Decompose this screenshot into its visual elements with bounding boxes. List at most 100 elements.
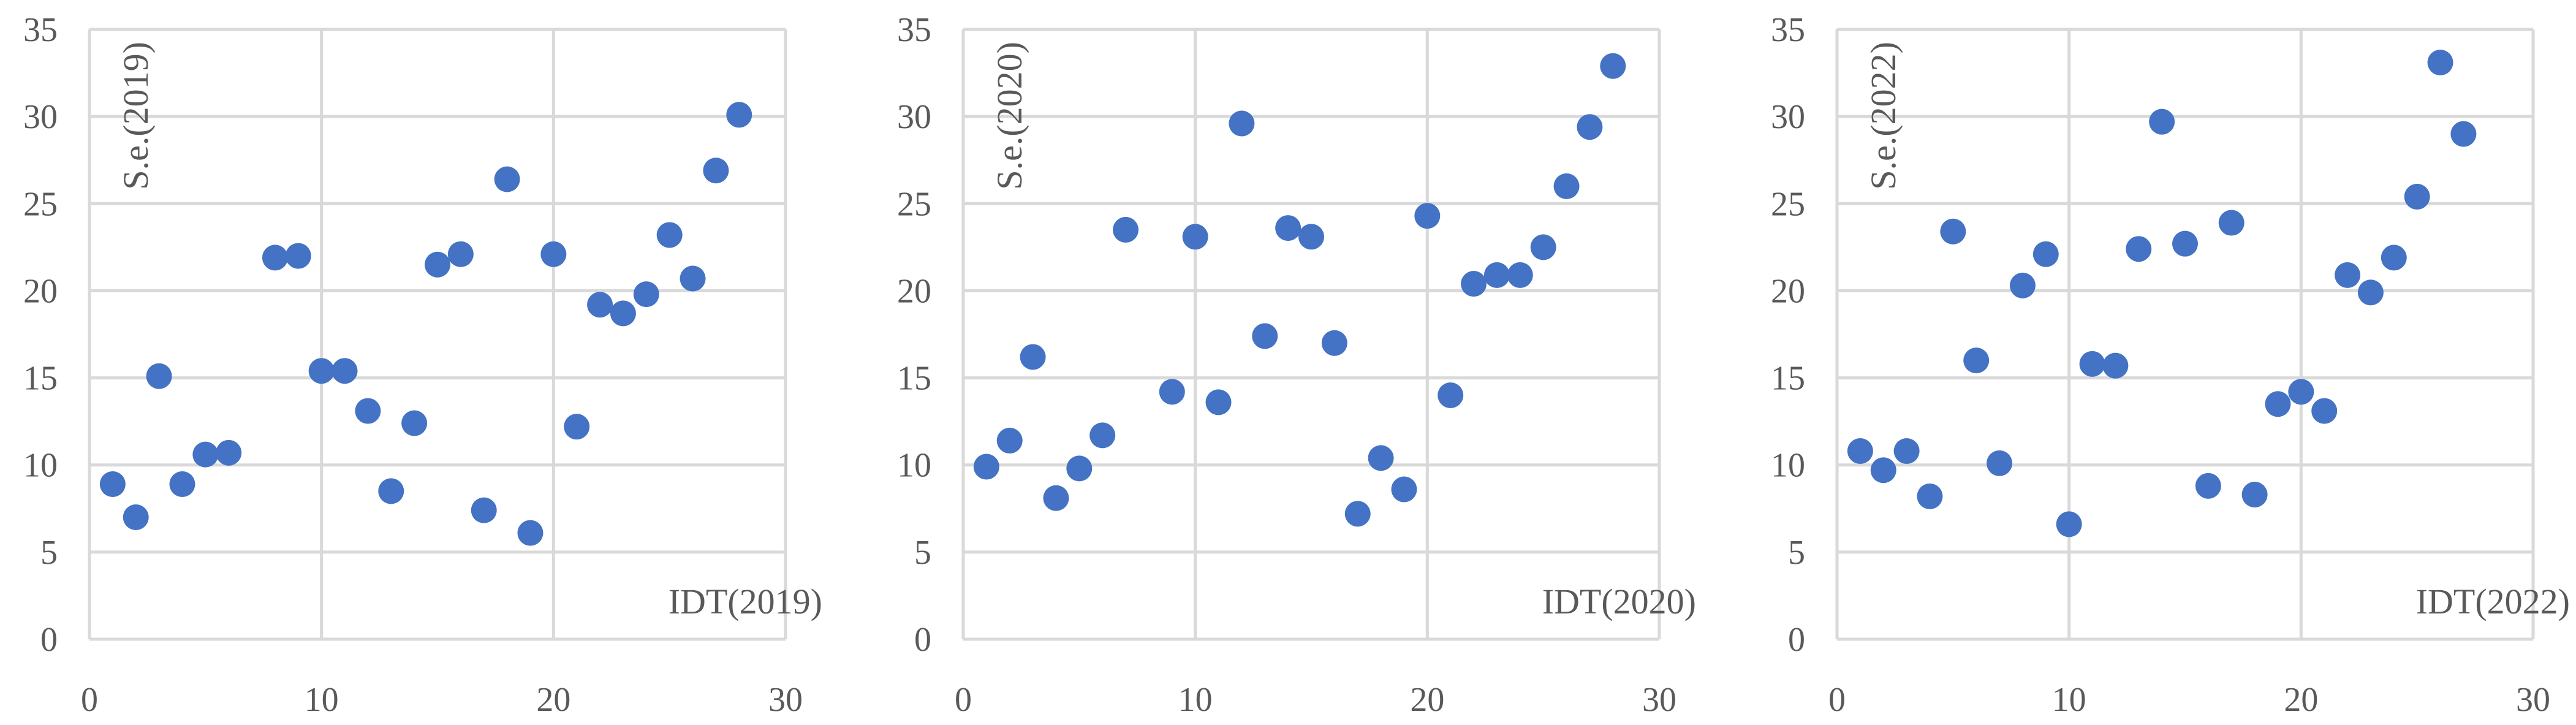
- data-point: [2288, 379, 2314, 405]
- data-point: [1507, 262, 1533, 288]
- data-point: [1940, 218, 1966, 245]
- data-point: [1553, 173, 1580, 199]
- y-tick-label: 20: [897, 272, 931, 310]
- x-tick-label: 20: [536, 681, 570, 719]
- data-point: [425, 251, 450, 278]
- data-point: [2126, 236, 2152, 262]
- y-tick-label: 25: [897, 185, 931, 223]
- data-point: [2357, 279, 2384, 306]
- data-point: [1483, 262, 1510, 288]
- data-point: [1275, 215, 1301, 241]
- data-point: [2056, 511, 2082, 537]
- data-point: [2450, 121, 2477, 147]
- x-tick-label: 30: [768, 681, 803, 719]
- data-point: [1987, 450, 2013, 476]
- data-point: [1438, 382, 1464, 408]
- data-point: [2241, 482, 2268, 508]
- data-point: [703, 158, 729, 184]
- data-point: [1321, 330, 1347, 356]
- x-axis-title: IDT(2019): [669, 582, 822, 621]
- chart-panel-2: 0 5 10 15 20 25 30 35 0 10 20 30 IDT(2020) S.e.(2020): [897, 11, 1696, 719]
- x-tick-label: 20: [1410, 681, 1444, 719]
- data-point: [680, 265, 706, 292]
- data-point: [2427, 50, 2453, 76]
- data-point: [378, 478, 404, 504]
- y-tick-label: 20: [23, 272, 58, 310]
- data-point: [1917, 483, 1943, 509]
- data-point: [1391, 476, 1417, 503]
- data-point: [1089, 422, 1116, 449]
- data-point: [2079, 351, 2105, 377]
- y-tick-label: 35: [23, 11, 58, 49]
- x-tick-label: 0: [955, 681, 972, 719]
- y-tick-label: 35: [897, 11, 931, 49]
- data-point: [517, 520, 544, 546]
- data-point: [2311, 398, 2338, 424]
- data-point: [2172, 230, 2198, 257]
- data-point: [216, 439, 242, 466]
- data-point: [2032, 241, 2059, 267]
- data-point: [146, 363, 172, 389]
- data-point: [1414, 203, 1441, 229]
- data-point: [2009, 272, 2036, 298]
- data-point: [285, 243, 311, 269]
- y-tick-label: 25: [1771, 185, 1805, 223]
- x-tick-label: 30: [1642, 681, 1676, 719]
- y-tick-label: 15: [1771, 360, 1805, 398]
- y-axis-title: S.e.(2020): [990, 42, 1029, 190]
- data-point: [2149, 108, 2175, 135]
- data-point: [633, 281, 659, 308]
- data-point: [494, 166, 520, 192]
- data-point: [308, 358, 335, 384]
- y-tick-label: 15: [23, 360, 58, 398]
- data-point: [1893, 438, 1920, 464]
- data-point: [2381, 245, 2407, 271]
- data-point: [610, 300, 636, 327]
- x-tick-label: 20: [2284, 681, 2318, 719]
- chart-panel-3: 0 5 10 15 20 25 30 35 0 10 20 30 IDT(2022) S.e.(2022): [1771, 11, 2570, 719]
- data-point: [1043, 485, 1069, 511]
- y-tick-label: 25: [23, 185, 58, 223]
- data-point: [2335, 262, 2361, 288]
- data-point: [564, 414, 590, 440]
- data-point: [973, 454, 999, 480]
- data-point: [656, 222, 683, 248]
- data-point: [1870, 457, 1896, 484]
- data-point: [1020, 344, 1046, 370]
- y-tick-label: 30: [23, 98, 58, 136]
- data-point: [447, 241, 474, 267]
- data-point: [1344, 501, 1371, 527]
- data-point: [1461, 271, 1487, 297]
- y-axis-title: S.e.(2019): [116, 42, 156, 190]
- x-tick-label: 10: [1178, 681, 1213, 719]
- y-tick-label: 30: [897, 98, 931, 136]
- y-tick-label: 10: [1771, 447, 1805, 485]
- x-axis-title: IDT(2022): [2416, 582, 2570, 621]
- data-point: [1577, 114, 1603, 140]
- data-point: [540, 241, 567, 267]
- y-tick-label: 5: [40, 534, 58, 572]
- x-axis-title: IDT(2020): [1542, 582, 1696, 621]
- data-point: [1182, 224, 1208, 250]
- data-point: [1229, 110, 1255, 137]
- data-point: [471, 497, 497, 523]
- data-point: [123, 504, 149, 530]
- data-point: [401, 410, 428, 436]
- x-tick-label: 0: [1828, 681, 1846, 719]
- data-point: [262, 245, 288, 271]
- y-tick-label: 15: [897, 360, 931, 398]
- data-point: [355, 398, 381, 424]
- data-point: [1847, 438, 1873, 464]
- data-point: [1252, 323, 1278, 349]
- data-point: [1159, 379, 1185, 405]
- y-tick-label: 35: [1771, 11, 1805, 49]
- data-point: [169, 471, 195, 497]
- data-point: [1066, 455, 1093, 482]
- data-point: [2404, 183, 2430, 210]
- x-tick-label: 30: [2516, 681, 2550, 719]
- data-point: [726, 102, 752, 128]
- data-point: [1600, 53, 1626, 79]
- y-axis-title: S.e.(2022): [1863, 42, 1903, 190]
- data-point: [1963, 347, 1990, 374]
- data-point: [192, 441, 219, 468]
